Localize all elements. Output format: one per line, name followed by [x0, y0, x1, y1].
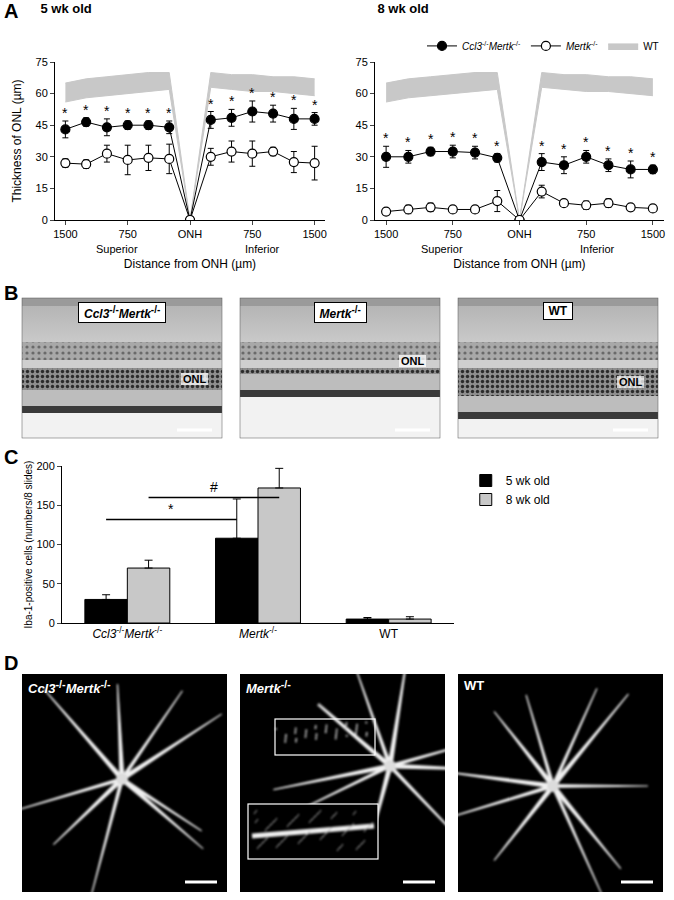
- svg-text:*: *: [561, 141, 567, 157]
- html-text:Ccl3-/-Mertk-/-: Ccl3-/-Mertk-/-: [84, 304, 161, 321]
- svg-text:*: *: [428, 131, 434, 147]
- svg-text:*: *: [472, 130, 478, 146]
- svg-text:30: 30: [356, 151, 368, 163]
- svg-text:*: *: [583, 134, 589, 150]
- svg-text:*: *: [628, 145, 634, 161]
- html-text:WT: WT: [464, 678, 485, 693]
- html-text:ONL: ONL: [183, 373, 207, 385]
- svg-text:1500: 1500: [641, 228, 665, 240]
- svg-text:1500: 1500: [302, 228, 326, 240]
- svg-text:75: 75: [36, 56, 48, 68]
- svg-text:15: 15: [356, 182, 368, 194]
- svg-text:Ccl3​-/-​Mertk​-/-​: Ccl3​-/-​Mertk​-/-​: [462, 40, 521, 52]
- svg-text:*: *: [83, 102, 89, 118]
- svg-text:*: *: [249, 85, 255, 101]
- svg-text:50: 50: [43, 578, 55, 590]
- svg-text:5 wk old: 5 wk old: [506, 474, 550, 488]
- svg-text:100: 100: [36, 538, 54, 550]
- svg-text:Superior: Superior: [96, 243, 138, 255]
- svg-text:Thickness of ONL (µm): Thickness of ONL (µm): [10, 79, 24, 202]
- svg-text:*: *: [405, 134, 411, 150]
- html-text:D: D: [4, 652, 19, 674]
- svg-text:30: 30: [36, 151, 48, 163]
- svg-text:60: 60: [356, 87, 368, 99]
- svg-text:*: *: [291, 92, 297, 108]
- svg-text:75: 75: [356, 56, 368, 68]
- html-text:C: C: [4, 446, 19, 468]
- svg-text:200: 200: [36, 460, 54, 472]
- svg-text:Mertk​-/-​: Mertk​-/-​: [566, 40, 598, 52]
- html-text:Mertk-/-: Mertk-/-: [246, 678, 291, 697]
- svg-text:*: *: [450, 129, 456, 145]
- svg-text:*: *: [208, 96, 214, 112]
- svg-text:Inferior: Inferior: [580, 243, 615, 255]
- svg-text:Ccl3​-/-​Mertk​-/-​: Ccl3​-/-​Mertk​-/-​: [92, 625, 162, 641]
- svg-text:*: *: [312, 97, 318, 113]
- svg-text:ONH: ONH: [507, 228, 532, 240]
- svg-text:1500: 1500: [374, 228, 398, 240]
- svg-text:8 wk old: 8 wk old: [506, 493, 550, 507]
- html-text:A: A: [4, 0, 19, 22]
- svg-text:Distance from ONH (µm): Distance from ONH (µm): [124, 257, 256, 271]
- svg-text:8 wk old: 8 wk old: [377, 1, 428, 16]
- html-text:ONL: ONL: [619, 376, 643, 388]
- html-text:WT: WT: [548, 304, 568, 318]
- html-text:ONL: ONL: [401, 355, 425, 367]
- svg-text:*: *: [168, 501, 174, 517]
- svg-text:5 wk old: 5 wk old: [40, 1, 91, 16]
- html-text:Ccl3-/-Mertk-/-: Ccl3-/-Mertk-/-: [28, 678, 111, 697]
- svg-text:Iba-1-positive cells (numbers/: Iba-1-positive cells (numbers/8 slides): [23, 461, 34, 629]
- svg-text:*: *: [383, 130, 389, 146]
- svg-text:60: 60: [36, 87, 48, 99]
- svg-text:*: *: [125, 105, 131, 121]
- html-text:Mertk-/-: Mertk-/-: [319, 304, 361, 321]
- svg-text:*: *: [166, 105, 172, 121]
- svg-text:Superior: Superior: [421, 243, 463, 255]
- svg-text:150: 150: [36, 499, 54, 511]
- svg-text:15: 15: [36, 182, 48, 194]
- svg-text:#: #: [210, 479, 218, 495]
- svg-text:*: *: [145, 105, 151, 121]
- svg-text:*: *: [270, 89, 276, 105]
- svg-text:WT: WT: [379, 627, 398, 641]
- svg-text:0: 0: [49, 617, 55, 629]
- svg-text:*: *: [104, 103, 110, 119]
- svg-text:WT: WT: [643, 41, 659, 52]
- svg-text:*: *: [605, 143, 611, 159]
- svg-text:750: 750: [243, 228, 261, 240]
- svg-text:ONH: ONH: [178, 228, 203, 240]
- html-text:B: B: [4, 282, 19, 304]
- svg-text:750: 750: [577, 228, 595, 240]
- svg-text:*: *: [494, 138, 500, 154]
- svg-text:750: 750: [119, 228, 137, 240]
- svg-text:*: *: [62, 105, 68, 121]
- svg-text:Distance from ONH (µm): Distance from ONH (µm): [453, 257, 585, 271]
- svg-text:*: *: [229, 93, 235, 109]
- svg-text:*: *: [539, 138, 545, 154]
- svg-text:45: 45: [36, 119, 48, 131]
- svg-text:45: 45: [356, 119, 368, 131]
- svg-text:Inferior: Inferior: [245, 243, 280, 255]
- svg-text:750: 750: [444, 228, 462, 240]
- svg-text:0: 0: [362, 214, 368, 226]
- svg-text:0: 0: [42, 214, 48, 226]
- svg-text:*: *: [650, 149, 656, 165]
- svg-text:Mertk​-/-​: Mertk​-/-​: [239, 625, 277, 641]
- svg-text:1500: 1500: [53, 228, 77, 240]
